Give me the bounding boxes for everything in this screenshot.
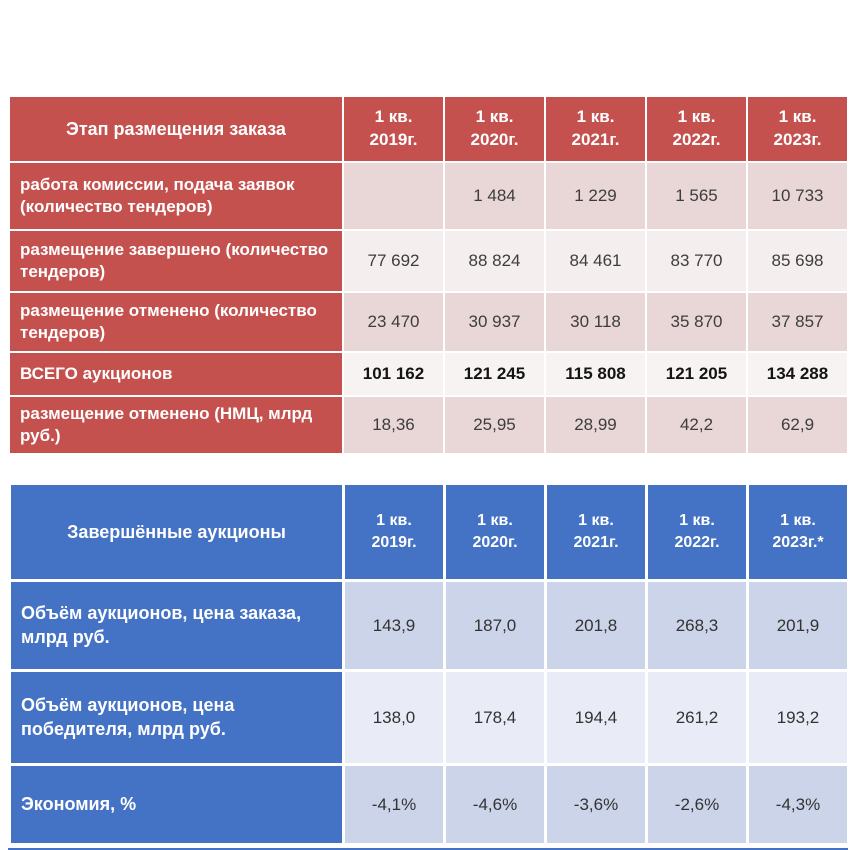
value-cell (342, 161, 445, 231)
table1-column-header-2019: 1 кв. 2019г. (342, 95, 445, 163)
table-row: размещение отменено (НМЦ, млрд руб.) 18,… (8, 394, 849, 456)
table2-title-cell: Завершённые аукционы (8, 482, 345, 583)
value-cell: 268,3 (645, 579, 749, 673)
value-cell: 101 162 (342, 351, 445, 397)
value-cell: 201,9 (746, 579, 850, 673)
value-cell: 35 870 (645, 291, 748, 353)
completed-auctions-table: Завершённые аукционы 1 кв. 2019г. 1 кв. … (8, 482, 850, 847)
value-cell: -4,6% (443, 763, 547, 847)
table1-header-row: Этап размещения заказа 1 кв. 2019г. 1 кв… (8, 95, 849, 163)
table-row: Экономия, % -4,1% -4,6% -3,6% -2,6% -4,3… (8, 763, 850, 847)
value-cell: 85 698 (746, 229, 849, 293)
value-cell: 1 484 (443, 161, 546, 231)
value-cell: -4,1% (342, 763, 446, 847)
value-cell: 261,2 (645, 669, 749, 767)
table1-title-cell: Этап размещения заказа (8, 95, 344, 163)
value-cell: 178,4 (443, 669, 547, 767)
value-cell: 1 565 (645, 161, 748, 231)
value-cell: -3,6% (544, 763, 648, 847)
value-cell: 134 288 (746, 351, 849, 397)
value-cell: 138,0 (342, 669, 446, 767)
table-row-total: ВСЕГО аукционов 101 162 121 245 115 808 … (8, 351, 849, 397)
table2-bottom-edge (8, 848, 848, 850)
value-cell: 28,99 (544, 394, 647, 456)
row-label: работа комиссии, подача заявок (количест… (8, 161, 344, 231)
value-cell: 121 205 (645, 351, 748, 397)
table2-column-header-2023: 1 кв. 2023г.* (746, 482, 850, 583)
value-cell: 18,36 (342, 394, 445, 456)
value-cell: 84 461 (544, 229, 647, 293)
value-cell: 1 229 (544, 161, 647, 231)
table-row: размещение отменено (количество тендеров… (8, 291, 849, 353)
row-label: Объём аукционов, цена победителя, млрд р… (8, 669, 345, 767)
value-cell: 187,0 (443, 579, 547, 673)
row-label: размещение отменено (НМЦ, млрд руб.) (8, 394, 344, 456)
value-cell: 194,4 (544, 669, 648, 767)
table-row: Объём аукционов, цена заказа, млрд руб. … (8, 579, 850, 673)
value-cell: 121 245 (443, 351, 546, 397)
table-row: Объём аукционов, цена победителя, млрд р… (8, 669, 850, 767)
value-cell: 83 770 (645, 229, 748, 293)
order-stages-table: Этап размещения заказа 1 кв. 2019г. 1 кв… (8, 95, 849, 456)
value-cell: 37 857 (746, 291, 849, 353)
row-label: размещение завершено (количество тендеро… (8, 229, 344, 293)
value-cell: 30 937 (443, 291, 546, 353)
value-cell: 88 824 (443, 229, 546, 293)
table1-column-header-2023: 1 кв. 2023г. (746, 95, 849, 163)
value-cell: 77 692 (342, 229, 445, 293)
row-label: размещение отменено (количество тендеров… (8, 291, 344, 353)
table2-column-header-2019: 1 кв. 2019г. (342, 482, 446, 583)
row-label: ВСЕГО аукционов (8, 351, 344, 397)
value-cell: 10 733 (746, 161, 849, 231)
value-cell: 143,9 (342, 579, 446, 673)
value-cell: 23 470 (342, 291, 445, 353)
row-label: Объём аукционов, цена заказа, млрд руб. (8, 579, 345, 673)
value-cell: 62,9 (746, 394, 849, 456)
row-label: Экономия, % (8, 763, 345, 847)
value-cell: 25,95 (443, 394, 546, 456)
table-row: работа комиссии, подача заявок (количест… (8, 161, 849, 231)
value-cell: 193,2 (746, 669, 850, 767)
value-cell: 42,2 (645, 394, 748, 456)
table1-column-header-2022: 1 кв. 2022г. (645, 95, 748, 163)
table2-column-header-2020: 1 кв. 2020г. (443, 482, 547, 583)
value-cell: 30 118 (544, 291, 647, 353)
table1-column-header-2020: 1 кв. 2020г. (443, 95, 546, 163)
table2-column-header-2021: 1 кв. 2021г. (544, 482, 648, 583)
value-cell: -4,3% (746, 763, 850, 847)
value-cell: 201,8 (544, 579, 648, 673)
table-row: размещение завершено (количество тендеро… (8, 229, 849, 293)
value-cell: -2,6% (645, 763, 749, 847)
value-cell: 115 808 (544, 351, 647, 397)
table2-column-header-2022: 1 кв. 2022г. (645, 482, 749, 583)
table2-header-row: Завершённые аукционы 1 кв. 2019г. 1 кв. … (8, 482, 850, 583)
table1-column-header-2021: 1 кв. 2021г. (544, 95, 647, 163)
